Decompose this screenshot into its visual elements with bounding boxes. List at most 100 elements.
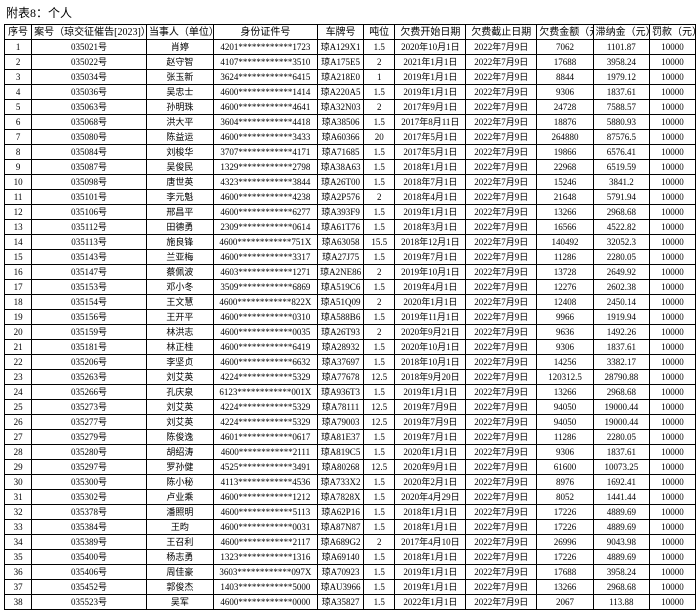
table-cell: 37 — [5, 580, 32, 595]
table-cell: 4601************0617 — [213, 430, 317, 445]
table-cell: 张玉新 — [146, 70, 213, 85]
table-cell: 035098号 — [32, 175, 147, 190]
table-cell: 15 — [5, 250, 32, 265]
table-cell: 王开平 — [146, 310, 213, 325]
table-cell: 2020年1月1日 — [395, 295, 466, 310]
table-header: 序号 案号（琼交征催告[2023]） 当事人（单位） 身份证件号 车牌号 吨位 … — [5, 25, 696, 40]
table-cell: 10000 — [650, 460, 696, 475]
table-cell: 孔庆泉 — [146, 385, 213, 400]
table-cell: 4600************6419 — [213, 340, 317, 355]
table-cell: 琼A87N87 — [318, 520, 364, 535]
table-cell: 2022年7月9日 — [466, 250, 537, 265]
table-cell: 2067 — [537, 595, 593, 610]
table-cell: 035266号 — [32, 385, 147, 400]
table-cell: 2022年7月9日 — [466, 220, 537, 235]
table-cell: 2019年1月1日 — [395, 385, 466, 400]
table-cell: 5 — [5, 100, 32, 115]
table-cell: 35 — [5, 550, 32, 565]
table-cell: 琼A220A5 — [318, 85, 364, 100]
table-cell: 2022年7月9日 — [466, 580, 537, 595]
table-cell: 10000 — [650, 400, 696, 415]
col-header-case: 案号（琼交征催告[2023]） — [32, 25, 147, 40]
table-cell: 2018年1月1日 — [395, 160, 466, 175]
table-cell: 1837.61 — [593, 445, 649, 460]
table-cell: 87576.5 — [593, 130, 649, 145]
table-row: 21035181号林正桂4600************6419琼A289321… — [5, 340, 696, 355]
table-cell: 1.5 — [364, 385, 395, 400]
table-cell: 2 — [364, 190, 395, 205]
table-cell: 2 — [364, 325, 395, 340]
table-row: 32035378号潘照明4600************5113琼A62P161… — [5, 505, 696, 520]
table-cell: 035034号 — [32, 70, 147, 85]
table-cell: 6123************001X — [213, 385, 317, 400]
table-cell: 33 — [5, 520, 32, 535]
table-cell: 2450.14 — [593, 295, 649, 310]
table-cell: 035022号 — [32, 55, 147, 70]
table-cell: 2022年7月9日 — [466, 145, 537, 160]
col-header-seq: 序号 — [5, 25, 32, 40]
table-cell: 10000 — [650, 430, 696, 445]
table-cell: 刘艾英 — [146, 415, 213, 430]
table-cell: 2017年8月11日 — [395, 115, 466, 130]
table-cell: 陈俊逸 — [146, 430, 213, 445]
table-cell: 4522.82 — [593, 220, 649, 235]
table-cell: 2022年7月9日 — [466, 310, 537, 325]
table-cell: 7062 — [537, 40, 593, 55]
table-cell: 琼A936T3 — [318, 385, 364, 400]
table-cell: 琼A81E37 — [318, 430, 364, 445]
table-cell: 14256 — [537, 355, 593, 370]
table-cell: 2022年7月9日 — [466, 175, 537, 190]
table-cell: 王召利 — [146, 535, 213, 550]
table-cell: 2022年7月9日 — [466, 565, 537, 580]
table-cell: 2022年7月9日 — [466, 190, 537, 205]
table-cell: 2018年7月1日 — [395, 175, 466, 190]
table-row: 3035034号张玉新3624************6415琼A218E012… — [5, 70, 696, 85]
table-cell: 19000.44 — [593, 415, 649, 430]
col-header-amount: 欠费金额（元） — [537, 25, 593, 40]
table-cell: 琼A689G2 — [318, 535, 364, 550]
table-cell: 2649.92 — [593, 265, 649, 280]
table-cell: 17 — [5, 280, 32, 295]
table-cell: 4600************3317 — [213, 250, 317, 265]
table-cell: 2022年7月9日 — [466, 505, 537, 520]
table-cell: 12.5 — [364, 370, 395, 385]
table-cell: 13 — [5, 220, 32, 235]
table-cell: 10 — [5, 175, 32, 190]
table-cell: 2019年1月1日 — [395, 85, 466, 100]
table-cell: 2022年7月9日 — [466, 400, 537, 415]
table-cell: 10000 — [650, 385, 696, 400]
table-cell: 琼A77678 — [318, 370, 364, 385]
table-cell: 2 — [364, 55, 395, 70]
table-cell: 113.88 — [593, 595, 649, 610]
table-row: 28035280号胡绍涛4600************2111琼A819C51… — [5, 445, 696, 460]
table-cell: 琼A218E0 — [318, 70, 364, 85]
table-row: 8035084号刘梭华3707************4171琼A716851.… — [5, 145, 696, 160]
table-cell: 17226 — [537, 520, 593, 535]
table-cell: 3707************4171 — [213, 145, 317, 160]
col-header-plate: 车牌号 — [318, 25, 364, 40]
table-cell: 1.5 — [364, 85, 395, 100]
table-cell: 12 — [5, 205, 32, 220]
table-cell: 2968.68 — [593, 580, 649, 595]
table-cell: 4889.69 — [593, 550, 649, 565]
table-cell: 264880 — [537, 130, 593, 145]
table-cell: 6 — [5, 115, 32, 130]
table-cell: 2019年7月9日 — [395, 415, 466, 430]
table-cell: 胡绍涛 — [146, 445, 213, 460]
table-cell: 琼A27J75 — [318, 250, 364, 265]
table-cell: 20 — [364, 130, 395, 145]
table-cell: 10000 — [650, 475, 696, 490]
table-cell: 琼A175E5 — [318, 55, 364, 70]
table-cell: 12.5 — [364, 400, 395, 415]
table-cell: 035181号 — [32, 340, 147, 355]
table-cell: 28790.88 — [593, 370, 649, 385]
table-cell: 3958.24 — [593, 55, 649, 70]
table-cell: 22968 — [537, 160, 593, 175]
table-cell: 23 — [5, 370, 32, 385]
table-cell: 035036号 — [32, 85, 147, 100]
table-cell: 035297号 — [32, 460, 147, 475]
table-cell: 035113号 — [32, 235, 147, 250]
table-cell: 94050 — [537, 415, 593, 430]
table-cell: 琼A37697 — [318, 355, 364, 370]
col-header-start: 欠费开始日期 — [395, 25, 466, 40]
